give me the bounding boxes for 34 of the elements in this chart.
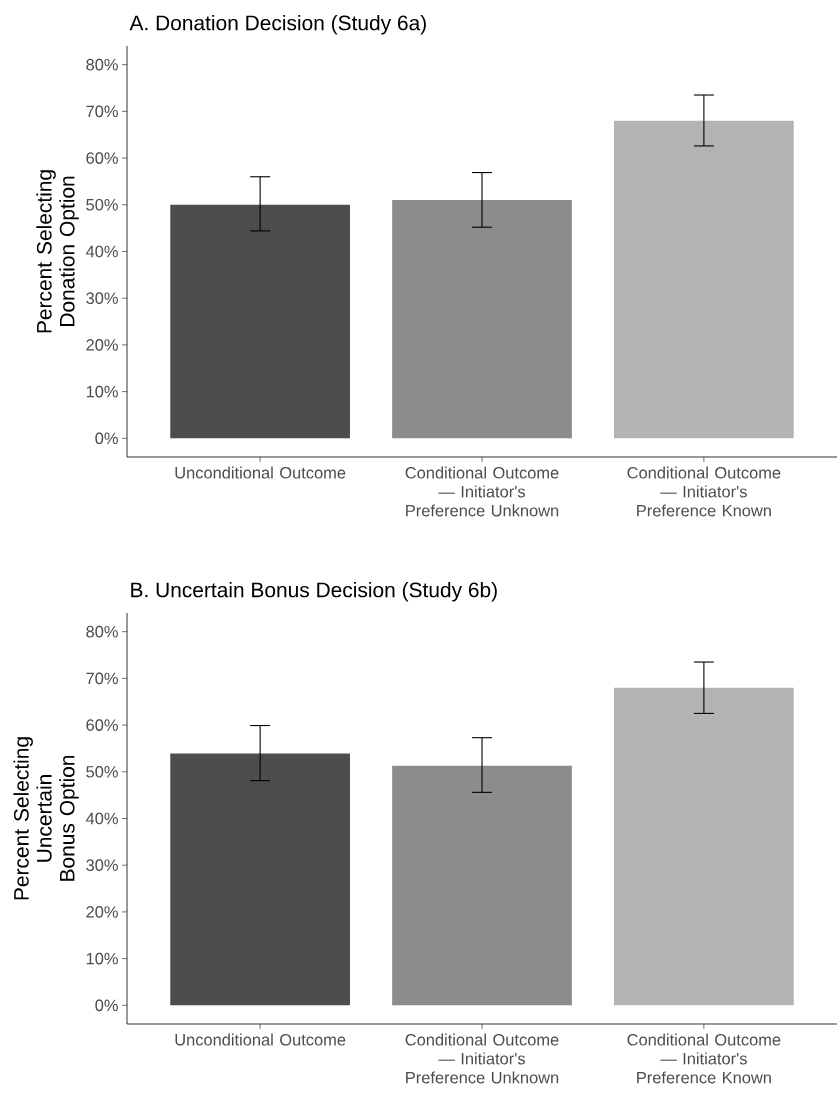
x-tick-label: Conditional Outcome — Initiator's Preference Unknown [405, 466, 559, 517]
y-tick-label: 0% [95, 999, 118, 1012]
y-tick-label: 50% [86, 765, 118, 778]
y-tick-label: 60% [86, 719, 118, 731]
y-tick-label: 40% [85, 245, 118, 258]
y-tick-label: 30% [86, 292, 118, 304]
y-tick-label: 20% [86, 906, 118, 918]
y-tick-label: 70% [86, 672, 118, 685]
chart-title: A. Donation Decision (Study 6a) [129, 14, 426, 35]
y-tick-label: 30% [86, 859, 118, 872]
x-tick-label: Conditional Outcome — Initiator's Preference Known [627, 1033, 781, 1084]
y-tick-label: 80% [86, 58, 118, 71]
x-tick-label: Unconditional Outcome [175, 466, 346, 479]
y-axis-title: Percent Selecting Donation Option [36, 170, 79, 333]
bar [170, 753, 350, 1006]
y-axis-title: Percent Selecting Uncertain Bonus Option [13, 737, 79, 900]
y-tick-label: 20% [86, 339, 118, 351]
y-tick-label: 40% [85, 812, 118, 825]
x-tick-label: Conditional Outcome — Initiator's Preference Known [627, 466, 781, 517]
y-tick-label: 10% [86, 952, 118, 965]
x-tick-label: Unconditional Outcome [175, 1033, 346, 1046]
y-tick-label: 0% [95, 432, 118, 445]
bar [391, 765, 572, 1006]
bar [613, 120, 794, 439]
y-tick-label: 80% [86, 625, 118, 638]
chart-title: B. Uncertain Bonus Decision (Study 6b) [131, 582, 497, 602]
y-tick-label: 10% [86, 385, 118, 398]
bar [613, 687, 794, 1006]
y-tick-label: 50% [86, 198, 118, 211]
x-tick-label: Conditional Outcome — Initiator's Preference Unknown [405, 1033, 559, 1084]
bar [391, 200, 572, 439]
y-tick-label: 70% [86, 105, 118, 118]
y-tick-label: 60% [86, 152, 118, 164]
bar [170, 204, 350, 439]
